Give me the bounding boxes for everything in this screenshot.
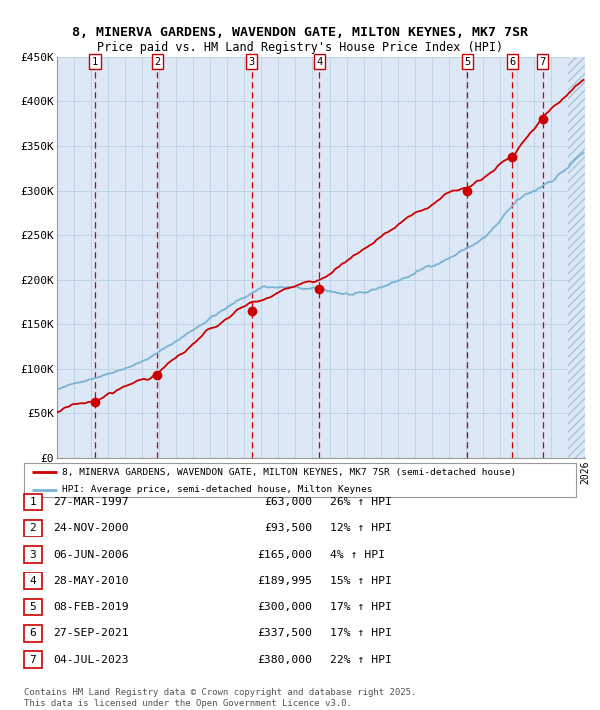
- Text: 12% ↑ HPI: 12% ↑ HPI: [330, 523, 392, 533]
- Text: 7: 7: [539, 57, 546, 67]
- Text: 4: 4: [29, 576, 36, 586]
- Text: 15% ↑ HPI: 15% ↑ HPI: [330, 576, 392, 586]
- Text: 24-NOV-2000: 24-NOV-2000: [53, 523, 128, 533]
- Text: 8, MINERVA GARDENS, WAVENDON GATE, MILTON KEYNES, MK7 7SR (semi-detached house): 8, MINERVA GARDENS, WAVENDON GATE, MILTO…: [62, 468, 516, 476]
- Text: 3: 3: [248, 57, 255, 67]
- Text: 17% ↑ HPI: 17% ↑ HPI: [330, 602, 392, 612]
- Text: HPI: Average price, semi-detached house, Milton Keynes: HPI: Average price, semi-detached house,…: [62, 485, 372, 494]
- FancyBboxPatch shape: [24, 520, 41, 537]
- Text: £300,000: £300,000: [257, 602, 312, 612]
- FancyBboxPatch shape: [24, 651, 41, 668]
- Text: Contains HM Land Registry data © Crown copyright and database right 2025.
This d: Contains HM Land Registry data © Crown c…: [24, 689, 416, 708]
- Text: 06-JUN-2006: 06-JUN-2006: [53, 550, 128, 559]
- Text: £165,000: £165,000: [257, 550, 312, 559]
- FancyBboxPatch shape: [24, 625, 41, 642]
- Text: £380,000: £380,000: [257, 655, 312, 665]
- FancyBboxPatch shape: [24, 546, 41, 563]
- Text: 4: 4: [316, 57, 323, 67]
- Text: 7: 7: [29, 655, 36, 665]
- FancyBboxPatch shape: [24, 572, 41, 589]
- Text: £93,500: £93,500: [264, 523, 312, 533]
- Text: 8, MINERVA GARDENS, WAVENDON GATE, MILTON KEYNES, MK7 7SR: 8, MINERVA GARDENS, WAVENDON GATE, MILTO…: [72, 26, 528, 39]
- Text: 1: 1: [92, 57, 98, 67]
- Text: 5: 5: [464, 57, 470, 67]
- Text: 2: 2: [29, 523, 36, 533]
- Text: £189,995: £189,995: [257, 576, 312, 586]
- Text: 22% ↑ HPI: 22% ↑ HPI: [330, 655, 392, 665]
- Text: 2: 2: [154, 57, 161, 67]
- Text: 6: 6: [29, 628, 36, 638]
- Text: 6: 6: [509, 57, 515, 67]
- Text: 08-FEB-2019: 08-FEB-2019: [53, 602, 128, 612]
- Text: 26% ↑ HPI: 26% ↑ HPI: [330, 497, 392, 507]
- FancyBboxPatch shape: [24, 463, 576, 497]
- FancyBboxPatch shape: [24, 493, 41, 510]
- Text: 3: 3: [29, 550, 36, 559]
- Text: 5: 5: [29, 602, 36, 612]
- Text: 17% ↑ HPI: 17% ↑ HPI: [330, 628, 392, 638]
- FancyBboxPatch shape: [24, 599, 41, 616]
- Bar: [568, 57, 585, 458]
- Text: 04-JUL-2023: 04-JUL-2023: [53, 655, 128, 665]
- Text: 28-MAY-2010: 28-MAY-2010: [53, 576, 128, 586]
- Text: 1: 1: [29, 497, 36, 507]
- Text: 27-SEP-2021: 27-SEP-2021: [53, 628, 128, 638]
- Text: £337,500: £337,500: [257, 628, 312, 638]
- Text: Price paid vs. HM Land Registry's House Price Index (HPI): Price paid vs. HM Land Registry's House …: [97, 41, 503, 54]
- Text: £63,000: £63,000: [264, 497, 312, 507]
- Text: 4% ↑ HPI: 4% ↑ HPI: [330, 550, 385, 559]
- Text: 27-MAR-1997: 27-MAR-1997: [53, 497, 128, 507]
